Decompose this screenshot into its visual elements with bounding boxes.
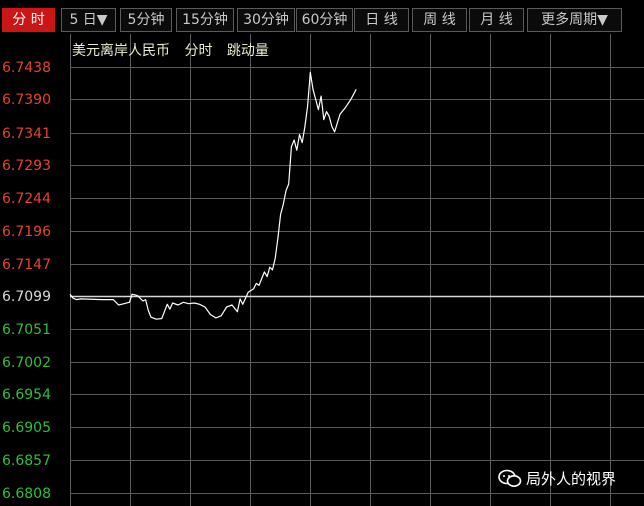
tab-monthly[interactable]: 月 线 [469,8,524,32]
tab-daily[interactable]: 日 线 [354,8,409,32]
y-tick-label: 6.7390 [2,92,51,108]
y-tick-label: 6.6954 [2,387,51,403]
tab-5-day[interactable]: 5 日▼ [61,8,116,32]
watermark: 局外人的视界 [496,463,636,495]
price-line-layer [69,71,357,320]
y-tick-label: 6.7341 [2,126,51,142]
indicator-label: 跳动量 [226,43,269,59]
tab-5-minute[interactable]: 5分钟 [120,8,172,32]
y-tick-label: 6.7438 [2,60,51,76]
tab-intraday[interactable]: 分 时 [2,8,55,32]
y-axis-labels: 6.7438 6.7390 6.7341 6.7293 6.7244 6.7196 6.71… [2,60,51,502]
grid [70,34,644,506]
chart-info-bar: 美元离岸人民币 分时 跳动量 [72,40,279,60]
y-tick-label: 6.7051 [2,322,51,338]
period-toolbar: 分 时 5 日▼ 5分钟 15分钟 30分钟 60分钟 日 线 周 线 月 线 … [0,0,644,34]
tab-15-minute[interactable]: 15分钟 [176,8,234,32]
y-tick-label: 6.7099 [2,289,51,305]
y-tick-label: 6.7196 [2,224,51,240]
y-tick-label: 6.7147 [2,257,51,273]
price-line [69,71,357,320]
wechat-icon [498,469,522,487]
tab-more-periods[interactable]: 更多周期▼ [527,8,622,32]
y-tick-label: 6.6808 [2,486,51,502]
instrument-name: 美元离岸人民币 [72,43,170,59]
y-tick-label: 6.7293 [2,158,51,174]
y-tick-label: 6.7002 [2,355,51,371]
y-tick-label: 6.7244 [2,191,51,207]
tab-60-minute[interactable]: 60分钟 [296,8,353,32]
chart-mode-label: 分时 [184,43,213,59]
watermark-text: 局外人的视界 [526,470,617,488]
y-tick-label: 6.6905 [2,420,51,436]
y-tick-label: 6.6857 [2,453,51,469]
tab-weekly[interactable]: 周 线 [412,8,467,32]
tab-30-minute[interactable]: 30分钟 [237,8,295,32]
